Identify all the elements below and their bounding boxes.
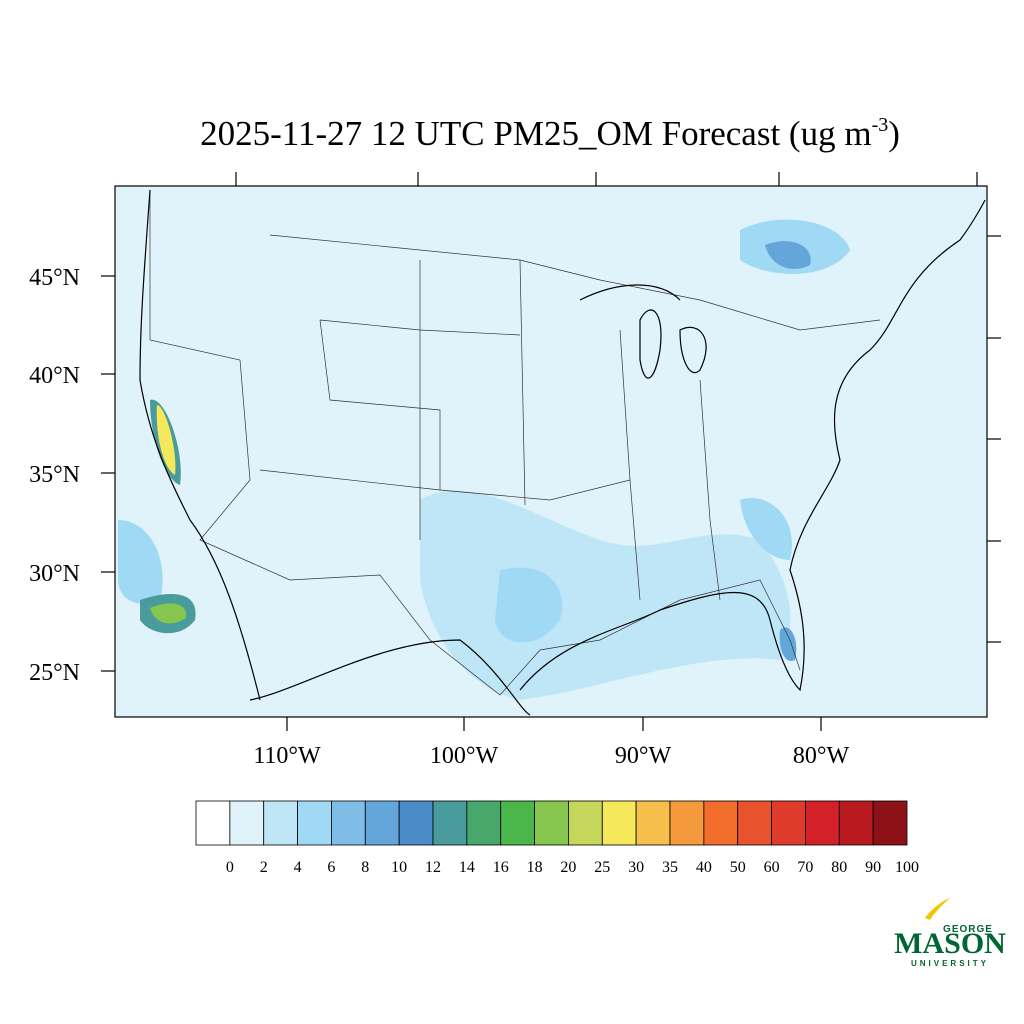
colorbar-box [195,800,231,846]
colorbar-box [635,800,671,846]
pollution-area [495,567,562,643]
colorbar-label: 8 [361,859,369,876]
logo-top: GEORGE [943,924,993,935]
colorbar-box [534,800,569,846]
colorbar-box [669,800,705,846]
pollution-area [765,241,811,269]
colorbar-box [331,800,366,846]
colorbar-box [364,800,400,846]
colorbar-box [466,800,502,846]
colorbar-label: 14 [459,859,475,876]
colorbar-label: 70 [797,859,813,876]
title-text: 2025-11-27 12 UTC PM25_OM Forecast (ug m [200,114,871,153]
lat-label: 40°N [29,363,80,389]
frame-ticks [101,172,1001,731]
pollution-area [156,405,176,475]
colorbar-label: 16 [493,859,509,876]
colorbar-label: 50 [730,859,746,876]
pollution-area [740,498,792,560]
pollution-area [779,627,797,661]
lat-label: 35°N [29,462,80,488]
colorbar-box [432,800,468,846]
colorbar-label: 20 [560,859,576,876]
pollution-area [420,490,791,700]
colorbar-box [872,800,908,846]
colorbar-label: 90 [865,859,881,876]
logo-main: MASON [894,927,1006,960]
title-superscript: -3 [872,114,889,136]
lon-label: 100°W [430,743,499,769]
colorbar-label: 25 [594,859,610,876]
colorbar-box [500,800,535,846]
colorbar-label: 30 [628,859,644,876]
pollution-area [118,520,163,604]
lon-label: 90°W [615,743,672,769]
coastline [139,189,986,716]
great-lakes [579,284,707,379]
pollution-area [150,603,187,624]
colorbar-label: 4 [294,859,302,876]
colorbar-box [263,800,298,846]
lat-label: 45°N [29,265,80,291]
colorbar-box [703,800,739,846]
logo-flame [925,898,950,920]
colorbar-label: 80 [831,859,847,876]
title-close: ) [888,114,900,153]
colorbar-box [601,800,637,846]
colorbar-label: 100 [895,859,919,876]
colorbar-box [297,800,332,846]
colorbar-box [568,800,603,846]
logo: GEORGE MASON UNIVERSITY [894,898,1006,968]
lat-label: 30°N [29,561,80,587]
map-frame [114,185,988,718]
lon-label: 110°W [253,743,321,769]
colorbar-box [838,800,874,846]
colorbar-box [398,800,434,846]
colorbar-label: 18 [527,859,543,876]
colorbar-label: 6 [327,859,335,876]
colorbar-label: 40 [696,859,712,876]
lon-label: 80°W [793,743,850,769]
colorbar-label: 10 [391,859,407,876]
colorbar-label: 12 [425,859,441,876]
colorbar-box [805,800,840,846]
colorbar-box [737,800,772,846]
colorbar-label: 35 [662,859,678,876]
title: 2025-11-27 12 UTC PM25_OM Forecast (ug m… [200,114,900,153]
colorbar-box [771,800,806,846]
map [101,172,1001,731]
logo-bottom: UNIVERSITY [911,959,989,968]
colorbar-label: 2 [260,859,268,876]
colorbar-box [229,800,265,846]
state-borders [149,190,881,696]
colorbar-label: 0 [226,859,234,876]
colorbar-label: 60 [764,859,780,876]
lat-label: 25°N [29,660,80,686]
